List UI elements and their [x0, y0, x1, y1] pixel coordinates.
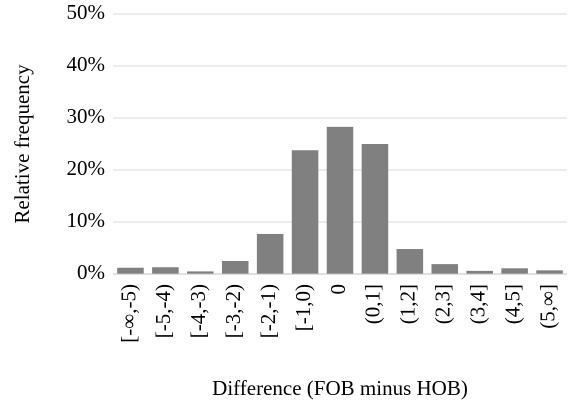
- x-tick-label: (3,4]: [466, 284, 490, 324]
- x-tick-label: [-1,0): [291, 284, 315, 331]
- x-tick-label: (4,5]: [500, 284, 524, 324]
- bar: [187, 271, 214, 274]
- y-tick-label: 30%: [67, 104, 106, 128]
- bar: [501, 268, 528, 274]
- y-tick-label: 0%: [77, 260, 105, 284]
- bar: [152, 267, 179, 274]
- x-tick-label: [-5,-4): [151, 284, 175, 338]
- bar: [361, 144, 389, 274]
- bar: [431, 264, 459, 274]
- x-tick-label: (2,3]: [431, 284, 455, 324]
- x-tick-label: [-4,-3): [186, 284, 210, 338]
- bar: [396, 249, 424, 274]
- x-tick-label: [-∞,-5): [116, 284, 140, 343]
- x-tick-label: 0: [326, 284, 350, 295]
- x-tick-label: (1,2]: [396, 284, 420, 324]
- y-tick-label: 40%: [67, 52, 106, 76]
- x-tick-label: (5,∞]: [535, 284, 559, 329]
- bar: [221, 261, 249, 274]
- y-tick-label: 10%: [67, 208, 106, 232]
- x-tick-label: [-3,-2): [221, 284, 245, 338]
- y-axis-label: Relative frequency: [10, 64, 34, 224]
- bar: [536, 270, 563, 274]
- bar: [466, 270, 493, 274]
- y-tick-label: 50%: [67, 0, 106, 24]
- x-axis-label: Difference (FOB minus HOB): [212, 376, 468, 400]
- bar: [256, 233, 284, 274]
- bar: [291, 150, 319, 274]
- x-tick-label: (0,1]: [361, 284, 385, 324]
- bar: [326, 126, 354, 274]
- bar: [117, 267, 144, 274]
- x-tick-label: [-2,-1): [256, 284, 280, 338]
- y-tick-label: 20%: [67, 156, 106, 180]
